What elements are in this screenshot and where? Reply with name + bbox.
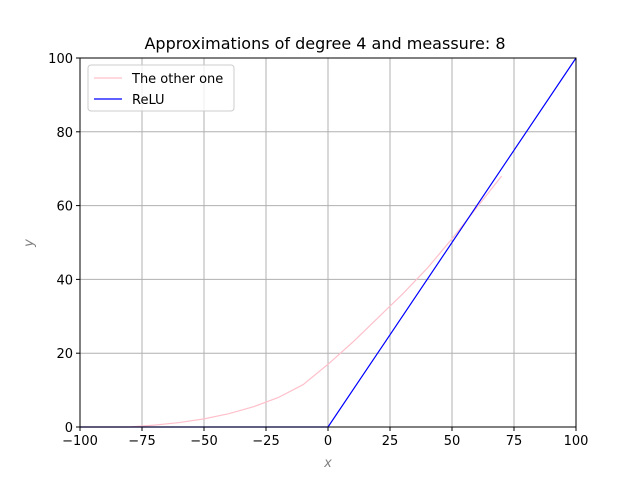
x-axis-label: x (323, 456, 332, 471)
legend-label: The other one (131, 72, 223, 87)
x-tick-label: 75 (506, 434, 523, 449)
legend-box (87, 64, 235, 112)
series-line-the-other-one (80, 175, 503, 428)
x-tick-label: 0 (324, 434, 332, 449)
grid (79, 57, 577, 428)
y-axis-label: y (22, 239, 37, 248)
x-tick-label: −75 (128, 434, 155, 449)
y-tick-label: 100 (48, 52, 73, 67)
x-tick-label: 50 (444, 434, 461, 449)
x-tick-label: 100 (564, 434, 589, 449)
x-tick-label: 25 (382, 434, 399, 449)
axis-ticks: −100 −75 −50 −25 0 25 50 75 100 0 20 40 60 80 100 (48, 52, 588, 449)
legend: The other one ReLU (87, 64, 235, 112)
y-tick-label: 80 (56, 126, 73, 141)
x-tick-label: −100 (62, 434, 98, 449)
y-tick-label: 60 (56, 200, 73, 215)
chart-title: Approximations of degree 4 and meassure:… (144, 34, 505, 53)
y-tick-label: 40 (56, 273, 73, 288)
y-tick-label: 20 (56, 347, 73, 362)
y-tick-label: 0 (65, 421, 73, 436)
legend-label: ReLU (132, 93, 165, 108)
x-tick-label: −25 (252, 434, 279, 449)
x-tick-label: −50 (190, 434, 217, 449)
